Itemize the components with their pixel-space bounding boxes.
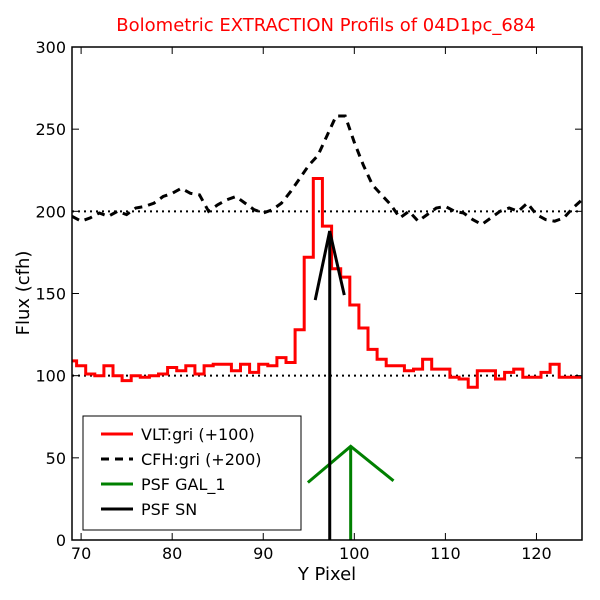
legend-label-1: CFH:gri (+200) xyxy=(141,450,262,469)
x-axis-label: Y Pixel xyxy=(297,564,356,585)
y-tick-label-3: 150 xyxy=(35,285,66,304)
plot-area xyxy=(72,114,582,540)
x-tick-label-1: 80 xyxy=(162,544,182,563)
y-tick-label-5: 250 xyxy=(35,120,66,139)
legend-label-3: PSF SN xyxy=(141,500,197,519)
x-tick-label-4: 110 xyxy=(430,544,461,563)
legend-label-2: PSF GAL_1 xyxy=(141,475,226,495)
axes: 70 80 90 100 110 120 0 50 100 150 200 250 300 xyxy=(35,38,582,563)
series-line-2 xyxy=(306,444,395,484)
y-axis-label: Flux (cfh) xyxy=(13,251,34,336)
x-tick-label-2: 90 xyxy=(253,544,273,563)
legend: VLT:gri (+100) CFH:gri (+200) PSF GAL_1 PSF… xyxy=(82,415,302,531)
y-tick-label-4: 200 xyxy=(35,202,66,221)
x-tick-label-0: 70 xyxy=(71,544,91,563)
series-line-0 xyxy=(72,177,582,389)
series-line-1 xyxy=(72,114,582,227)
x-tick-label-5: 120 xyxy=(521,544,552,563)
y-tick-label-6: 300 xyxy=(35,38,66,57)
y-tick-label-2: 100 xyxy=(35,367,66,386)
y-tick-label-0: 0 xyxy=(56,531,66,550)
chart-title: Bolometric EXTRACTION Profils of 04D1pc_… xyxy=(116,15,535,36)
x-tick-label-3: 100 xyxy=(339,544,370,563)
legend-label-0: VLT:gri (+100) xyxy=(141,425,255,444)
y-tick-label-1: 50 xyxy=(46,449,66,468)
